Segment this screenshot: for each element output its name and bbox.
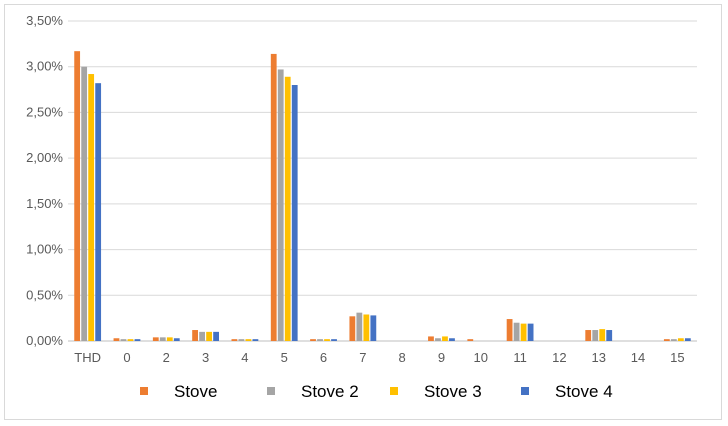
bar-stove-2-4 [238, 339, 245, 341]
bar-stove-4-2 [173, 338, 180, 341]
bar-stove-4-15 [684, 338, 691, 341]
y-tick-label: 1,50% [26, 196, 63, 211]
bar-stove-10 [467, 339, 474, 341]
bar-stove-3-0 [127, 339, 134, 341]
y-axis-tick-labels: 0,00% 0,50% 1,00% 1,50% 2,00% 2,50% 3,00% 3,50% [26, 13, 63, 348]
x-tick-label: 4 [241, 350, 248, 365]
x-tick-label: 13 [591, 350, 605, 365]
bar-stove-2-THD [81, 66, 88, 341]
legend: Stove Stove 2 Stove 3 Stove 4 [140, 382, 613, 401]
y-tick-label: 0,50% [26, 287, 63, 302]
bar-stove-4-7 [370, 315, 377, 341]
x-tick-label: 14 [631, 350, 645, 365]
x-tick-label: 2 [163, 350, 170, 365]
bar-stove-2-7 [356, 312, 363, 341]
y-tick-label: 3,50% [26, 13, 63, 28]
bar-stove-2-3 [199, 331, 205, 341]
gridlines [68, 20, 697, 342]
x-tick-label: THD [74, 350, 101, 365]
legend-marker [390, 387, 398, 395]
legend-label: Stove 4 [555, 382, 613, 401]
x-tick-label: 12 [552, 350, 566, 365]
x-tick-label: 7 [359, 350, 366, 365]
y-tick-label: 0,00% [26, 333, 63, 348]
bar-stove-3 [192, 330, 198, 341]
bar-stove-7 [349, 316, 356, 341]
bar-stove-THD [74, 51, 81, 342]
bar-stove-2 [152, 337, 159, 341]
bar-stove-4-9 [449, 338, 455, 341]
bars [74, 51, 691, 342]
bar-stove-3-15 [677, 338, 684, 341]
bar-stove-3-9 [442, 336, 448, 341]
x-tick-label: 15 [670, 350, 684, 365]
bar-stove-5 [270, 53, 277, 342]
bar-stove-15 [663, 339, 670, 341]
bar-stove-4-4 [252, 339, 259, 341]
bar-stove-3-11 [520, 323, 527, 341]
y-tick-label: 2,00% [26, 150, 63, 165]
bar-stove-4-6 [331, 339, 337, 341]
bar-stove-3-13 [599, 329, 606, 341]
bar-stove-3-4 [245, 339, 252, 341]
bar-stove-11 [506, 319, 513, 341]
bar-stove-4-13 [606, 330, 613, 341]
y-tick-label: 1,00% [26, 242, 63, 257]
x-tick-label: 5 [281, 350, 288, 365]
bar-stove-2-9 [435, 338, 441, 341]
y-tick-label: 2,50% [26, 104, 63, 119]
x-tick-label: 9 [438, 350, 445, 365]
bar-stove-9 [428, 336, 434, 341]
legend-label: Stove 2 [301, 382, 359, 401]
bar-stove-2-6 [317, 339, 323, 341]
bar-stove-4-3 [213, 331, 219, 341]
bar-stove-2-0 [120, 339, 127, 341]
bar-stove-4-0 [134, 339, 141, 341]
legend-label: Stove 3 [424, 382, 482, 401]
bar-stove-0 [113, 338, 120, 341]
bar-stove-4-5 [291, 85, 298, 341]
bar-stove-3-2 [166, 337, 173, 341]
bar-stove-4-11 [527, 323, 534, 341]
bar-stove-4 [231, 339, 238, 341]
bar-stove-13 [585, 330, 592, 341]
bar-stove-3-5 [284, 76, 291, 342]
bar-stove-6 [310, 339, 316, 341]
bar-stove-3-6 [324, 339, 330, 341]
bar-stove-2-15 [670, 339, 677, 341]
x-tick-label: 8 [399, 350, 406, 365]
bar-stove-3-3 [206, 331, 212, 341]
bar-stove-2-2 [159, 337, 166, 341]
y-tick-label: 3,00% [26, 59, 63, 74]
bar-stove-3-7 [363, 314, 370, 341]
bar-stove-2-5 [277, 69, 284, 341]
x-tick-label: 0 [123, 350, 130, 365]
chart-frame [4, 4, 722, 420]
legend-label: Stove [174, 382, 217, 401]
x-axis-tick-labels: THD 0 2 3 4 5 6 7 8 9 10 11 12 13 14 15 [74, 350, 684, 365]
bar-stove-4-THD [95, 83, 102, 342]
x-tick-label: 6 [320, 350, 327, 365]
bar-stove-2-11 [513, 322, 520, 341]
x-tick-label: 10 [474, 350, 488, 365]
x-tick-label: 11 [513, 350, 527, 365]
legend-marker [521, 387, 529, 395]
bar-stove-3-THD [88, 74, 95, 342]
bar-stove-2-13 [592, 330, 599, 341]
legend-marker [267, 387, 275, 395]
x-tick-label: 3 [202, 350, 209, 365]
legend-marker [140, 387, 148, 395]
